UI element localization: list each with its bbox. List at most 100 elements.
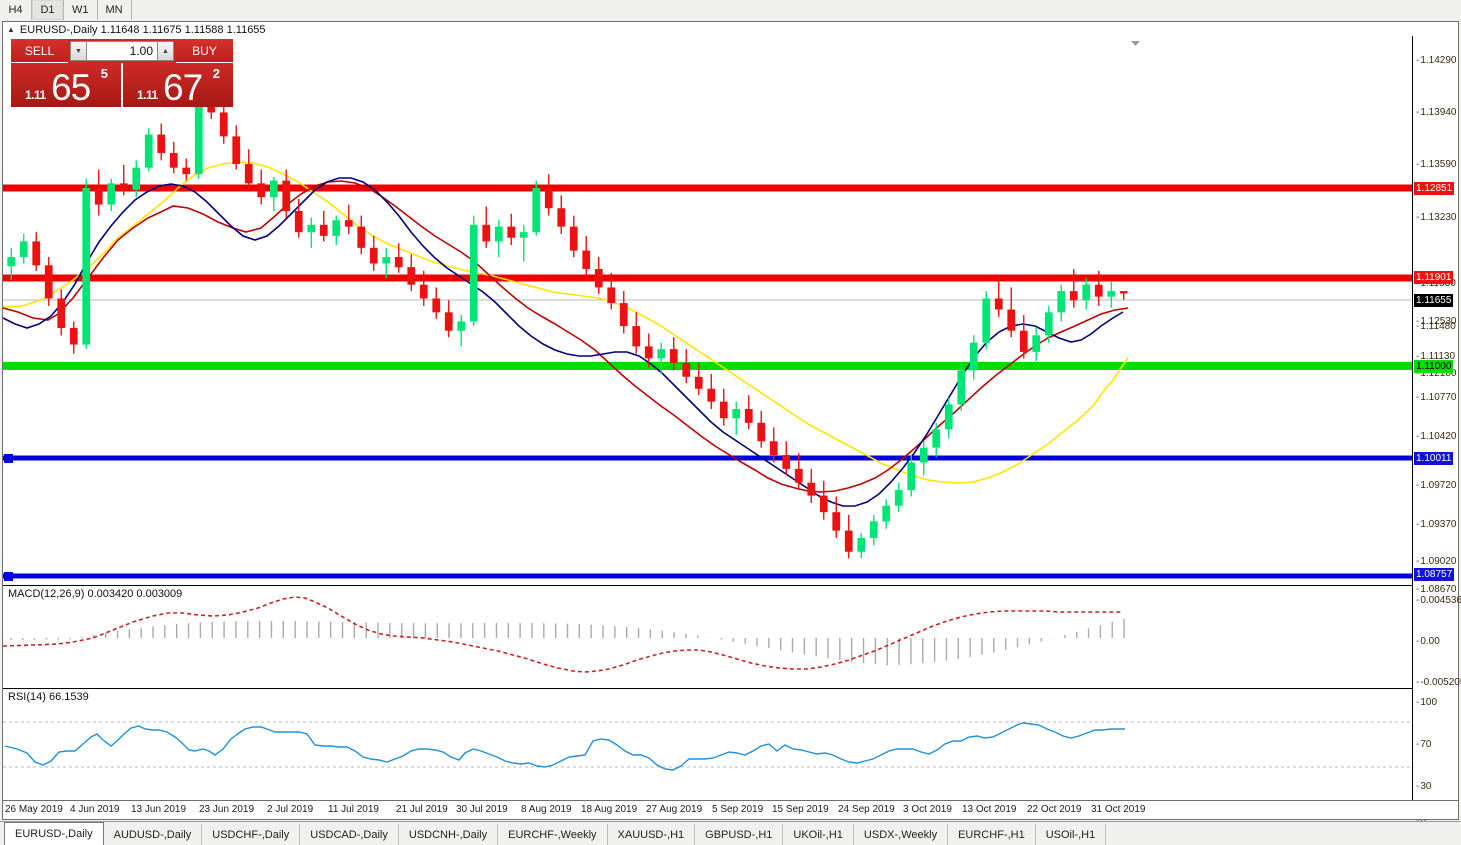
candle-body xyxy=(1019,330,1028,352)
timeframe-toolbar-spacer xyxy=(131,0,1461,20)
candle-body xyxy=(957,370,966,405)
price-scale-tick: -1.13230 xyxy=(1416,212,1457,223)
price-scale-badge-blue[interactable]: 1.10011 xyxy=(1414,452,1454,465)
chart-tab-bar: EURUSD-,Daily AUDUSD-,Daily USDCHF-,Daily U… xyxy=(0,821,1461,845)
sell-button[interactable]: SELL xyxy=(11,39,68,63)
candle-body xyxy=(669,349,678,363)
candle-body xyxy=(107,183,116,205)
volume-input[interactable]: 1.00 xyxy=(87,41,157,61)
candle-body xyxy=(469,224,478,322)
candle-body xyxy=(1069,291,1078,301)
candle-body xyxy=(294,210,303,233)
ma-slow-yellow-path xyxy=(3,161,1129,484)
candle-body xyxy=(507,226,516,238)
candle-body xyxy=(582,250,591,270)
bid-price-display[interactable]: 1.11 65 5 xyxy=(11,63,121,107)
price-scale-badge-red[interactable]: 1.12851 xyxy=(1414,182,1455,195)
chart-tab-audusd--daily[interactable]: AUDUSD-,Daily xyxy=(104,824,203,845)
candle-body xyxy=(994,298,1003,310)
chart-tab-eurusd--daily[interactable]: EURUSD-,Daily xyxy=(4,822,104,845)
candle-body xyxy=(457,321,466,331)
candle-body xyxy=(482,224,491,242)
price-chart-svg xyxy=(3,77,1413,581)
date-axis-label: 21 Jul 2019 xyxy=(396,804,448,815)
volume-control[interactable]: ▼ 1.00 ▲ xyxy=(68,39,176,63)
buy-button[interactable]: BUY xyxy=(176,39,233,63)
candle-body xyxy=(157,134,166,153)
pane-divider-macd-rsi xyxy=(3,688,1458,689)
price-scale-badge-green[interactable]: 1.11000 xyxy=(1414,360,1454,373)
volume-increment-button[interactable]: ▲ xyxy=(157,41,174,61)
candle-body xyxy=(707,388,716,402)
candle-body xyxy=(982,298,991,343)
timeframe-toolbar: H4 D1 W1 MN xyxy=(0,0,1461,20)
candle-body xyxy=(332,220,341,236)
chart-tab-eurchf--weekly[interactable]: EURCHF-,Weekly xyxy=(498,824,608,845)
candle-body xyxy=(219,112,228,137)
candle-body xyxy=(919,447,928,463)
chart-tab-usdcnh--daily[interactable]: USDCNH-,Daily xyxy=(399,824,499,845)
rsi-scale-tick: -70 xyxy=(1416,739,1432,750)
one-click-trading-panel[interactable]: SELL ▼ 1.00 ▲ BUY 1.11 65 5 1.11 67 2 xyxy=(11,39,233,107)
date-axis-label: 4 Jun 2019 xyxy=(70,804,120,815)
chart-scroll-marker-icon[interactable] xyxy=(1131,41,1140,46)
candle-body xyxy=(832,512,841,531)
candle-body xyxy=(382,257,391,264)
candle-body xyxy=(144,134,153,168)
candle-body xyxy=(1119,291,1128,294)
candle-body xyxy=(1007,309,1016,331)
candle-body xyxy=(969,342,978,371)
volume-decrement-button[interactable]: ▼ xyxy=(70,41,87,61)
candle-body xyxy=(719,401,728,419)
rsi-scale-tick: -100 xyxy=(1416,697,1438,708)
collapse-triangle-icon[interactable]: ▲ xyxy=(7,24,15,34)
ask-price-prefix: 1.11 xyxy=(137,88,158,102)
date-axis-label: 11 Jul 2019 xyxy=(328,804,379,815)
date-axis-label: 5 Sep 2019 xyxy=(712,804,764,815)
chart-tab-usoil--h1[interactable]: USOil-,H1 xyxy=(1036,824,1107,845)
candle-body xyxy=(432,298,441,313)
price-scale-tick: -1.09720 xyxy=(1416,480,1457,491)
price-scale-tick: -1.11480 xyxy=(1416,321,1456,332)
price-scale-badge-red[interactable]: 1.11901 xyxy=(1414,271,1454,284)
date-axis-label: 26 May 2019 xyxy=(5,804,63,815)
date-axis-label: 18 Aug 2019 xyxy=(581,804,638,815)
chart-tab-usdchf--daily[interactable]: USDCHF-,Daily xyxy=(202,824,301,845)
timeframe-tab-w1[interactable]: W1 xyxy=(64,0,98,20)
timeframe-tab-d1[interactable]: D1 xyxy=(32,0,64,20)
ask-price-display[interactable]: 1.11 67 2 xyxy=(123,63,233,107)
macd-chart-svg xyxy=(3,596,1125,673)
timeframe-tab-mn[interactable]: MN xyxy=(97,0,132,20)
candle-body xyxy=(619,303,628,327)
chart-tab-usdcad--daily[interactable]: USDCAD-,Daily xyxy=(300,824,399,845)
candle-body xyxy=(907,462,916,491)
candle-body xyxy=(169,152,178,168)
candle-body xyxy=(369,247,378,264)
date-axis-label: 23 Jun 2019 xyxy=(199,804,255,815)
chart-tab-ukoil--h1[interactable]: UKOil-,H1 xyxy=(783,824,854,845)
macd-pane[interactable]: MACD(12,26,9) 0.003420 0.003009 xyxy=(3,586,1413,688)
price-scale-tick: -1.09020 xyxy=(1416,556,1457,567)
price-scale-badge-blue[interactable]: 1.08757 xyxy=(1414,568,1455,581)
candle-body xyxy=(1082,284,1091,301)
date-axis-label: 30 Jul 2019 xyxy=(456,804,508,815)
timeframe-tab-h4[interactable]: H4 xyxy=(0,0,32,20)
chart-tab-gbpusd--h1[interactable]: GBPUSD-,H1 xyxy=(695,824,784,845)
macd-signal-path xyxy=(3,596,1123,673)
candle-body xyxy=(44,265,53,299)
chart-canvas-window[interactable]: ▲ EURUSD-,Daily 1.11648 1.11675 1.11588 … xyxy=(2,21,1461,826)
candle-body xyxy=(257,183,266,198)
price-pane[interactable] xyxy=(3,36,1413,584)
price-scale-badge-black[interactable]: 1.11655 xyxy=(1414,294,1454,307)
candlestick-series xyxy=(7,77,1128,559)
candle-body xyxy=(819,495,828,513)
candle-body xyxy=(807,482,816,496)
rsi-pane[interactable]: RSI(14) 66.1539 xyxy=(3,689,1413,800)
chart-tab-eurchf--h1[interactable]: EURCHF-,H1 xyxy=(948,824,1036,845)
candle-body xyxy=(82,187,91,345)
chart-tab-usdx--weekly[interactable]: USDX-,Weekly xyxy=(854,824,949,845)
chart-tab-xauusd--h1[interactable]: XAUUSD-,H1 xyxy=(608,824,696,845)
price-scale[interactable]: -1.14290 -1.13940 -1.13590 -1.13230 -1.12530… xyxy=(1412,36,1461,826)
candle-body xyxy=(344,220,353,227)
